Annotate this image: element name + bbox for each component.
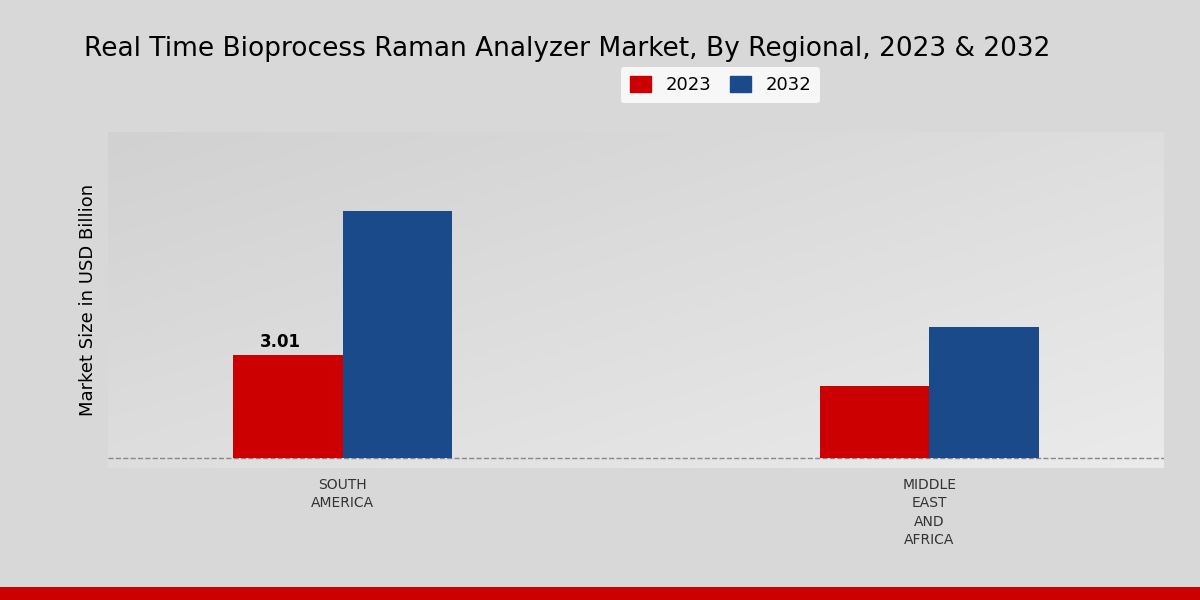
Legend: 2023, 2032: 2023, 2032 [620, 67, 821, 103]
Bar [820, 386, 929, 458]
Y-axis label: Market Size in USD Billion: Market Size in USD Billion [79, 184, 97, 416]
Text: Real Time Bioprocess Raman Analyzer Market, By Regional, 2023 & 2032: Real Time Bioprocess Raman Analyzer Mark… [84, 36, 1050, 62]
Text: 3.01: 3.01 [259, 333, 300, 351]
Bar [929, 328, 1039, 458]
Bar [343, 211, 452, 458]
Bar [233, 355, 343, 458]
